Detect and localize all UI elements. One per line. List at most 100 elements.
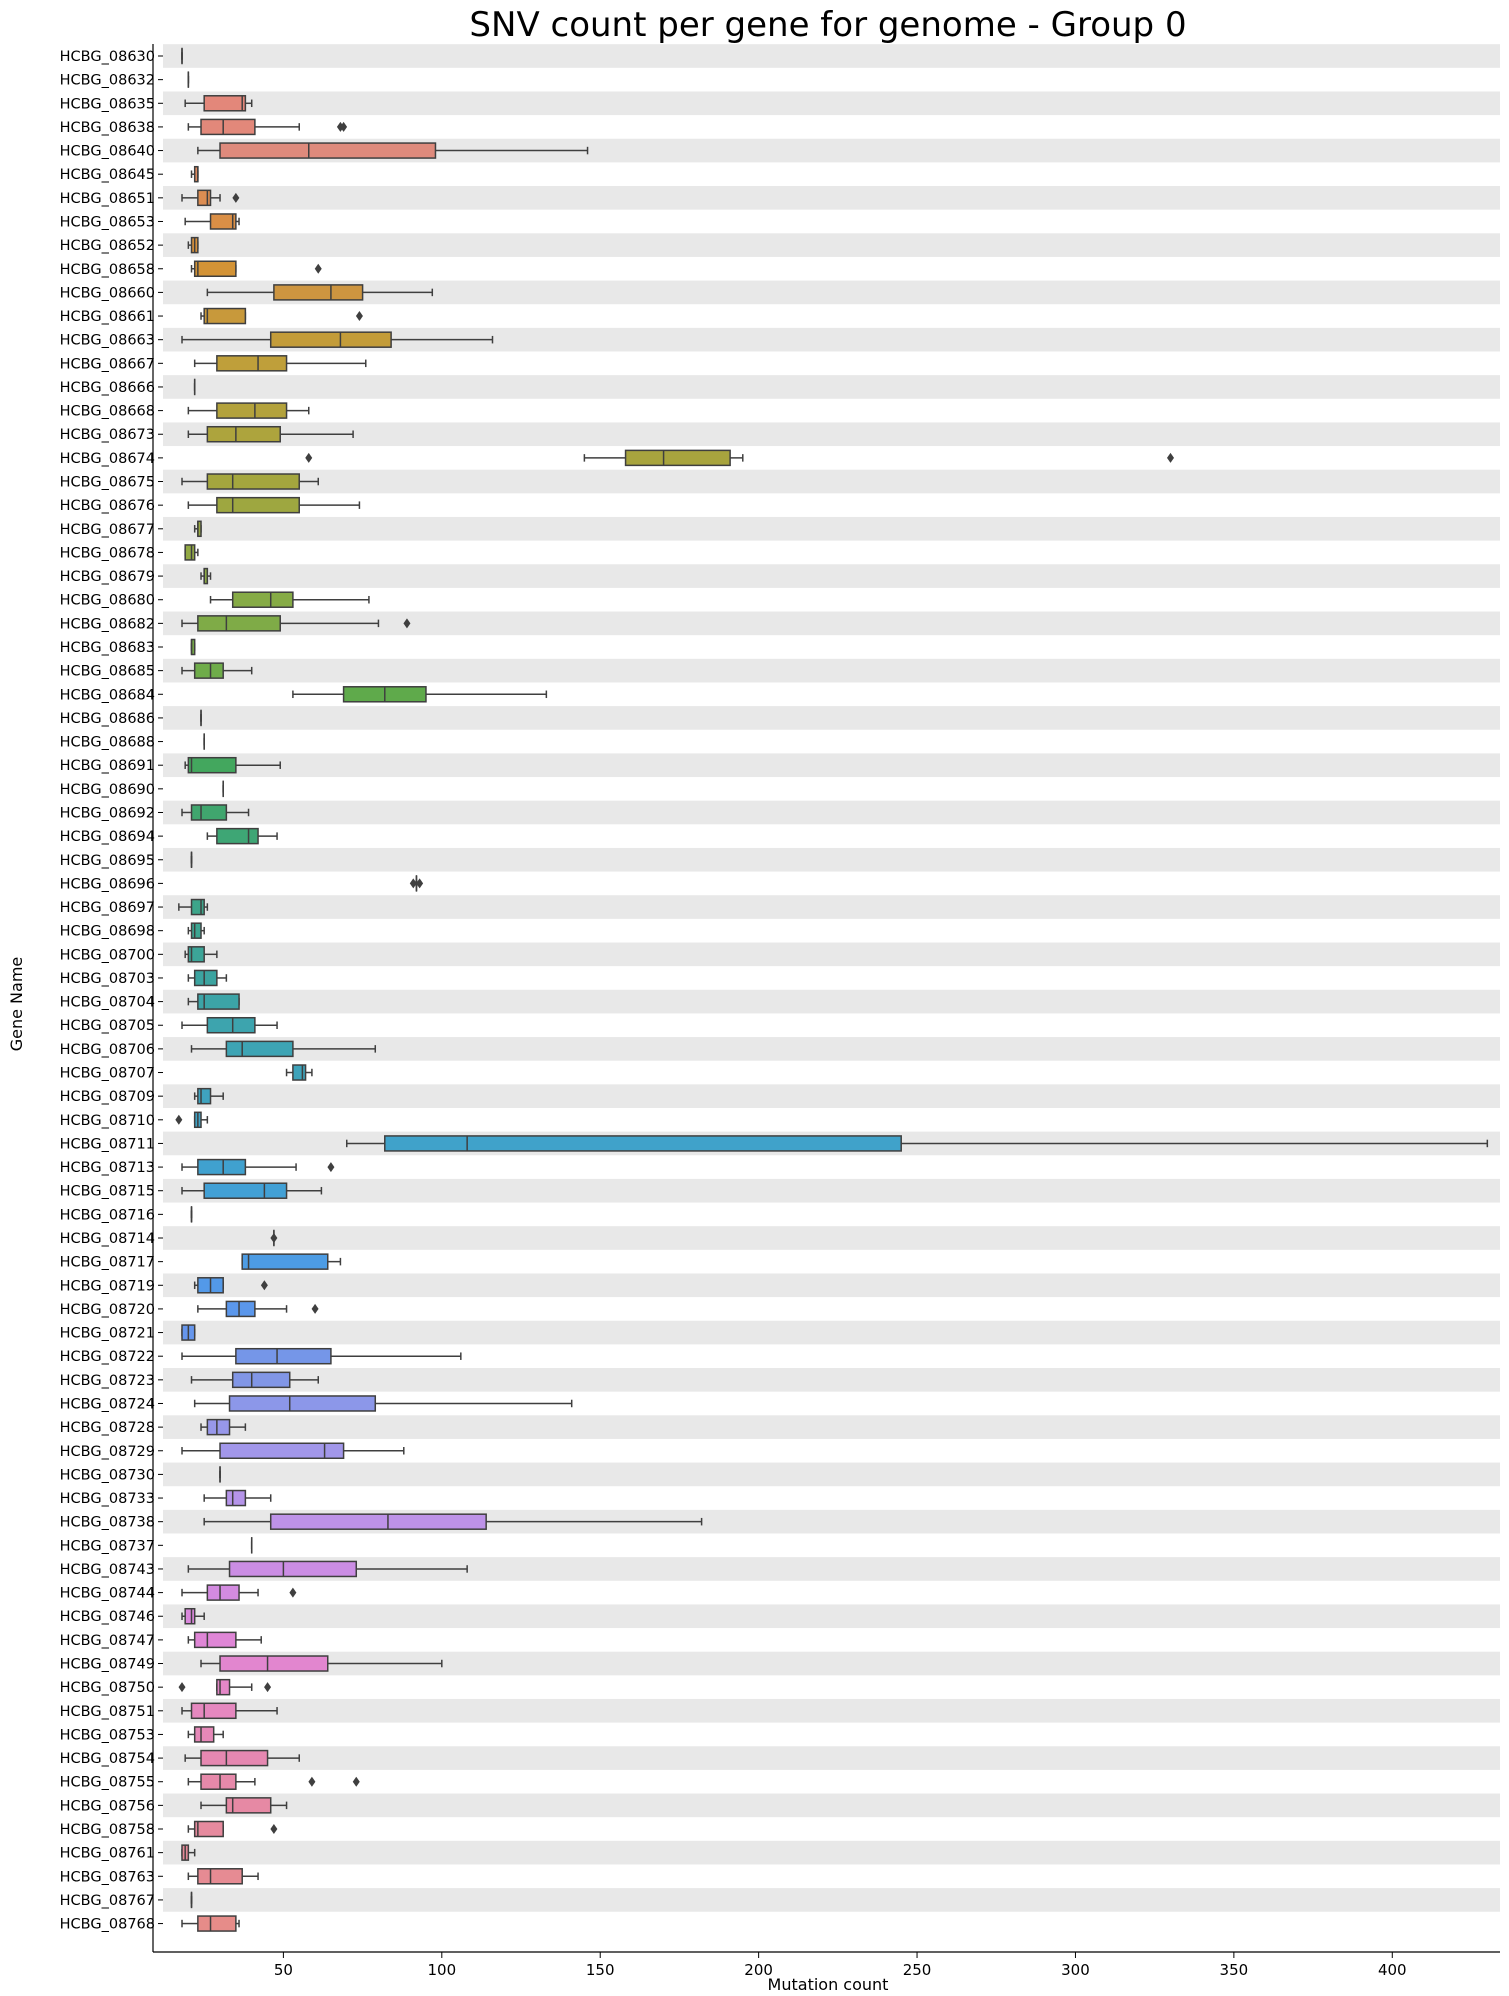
y-axis: HCBG_08630 HCBG_08632 HCBG_08635 HCBG_08638… xyxy=(60,44,163,1952)
row-band xyxy=(163,942,1500,967)
row-band xyxy=(163,422,1500,447)
row-band xyxy=(163,800,1500,825)
iqr-box xyxy=(228,1395,377,1412)
y-tick-label: HCBG_08690 xyxy=(60,782,155,798)
y-tick-label: HCBG_08698 xyxy=(60,924,155,940)
y-tick-label: HCBG_08713 xyxy=(60,1160,155,1176)
box-HCBG_08645 xyxy=(190,165,199,183)
y-tick-label: HCBG_08692 xyxy=(60,805,155,821)
iqr-box xyxy=(184,544,196,561)
iqr-box xyxy=(216,1678,231,1696)
box-HCBG_08691 xyxy=(184,756,281,774)
y-tick-label: HCBG_08755 xyxy=(60,1775,155,1791)
x-axis-label: Mutation count xyxy=(768,1975,889,1994)
iqr-box xyxy=(206,1418,231,1436)
box-HCBG_08753 xyxy=(187,1726,224,1743)
y-tick-label: HCBG_08685 xyxy=(60,664,155,680)
iqr-box xyxy=(197,615,281,632)
row-band xyxy=(163,1320,1500,1345)
y-tick-label: HCBG_08761 xyxy=(60,1846,155,1862)
box-HCBG_08728 xyxy=(200,1418,247,1436)
y-tick-label: HCBG_08645 xyxy=(60,167,155,183)
iqr-box xyxy=(624,449,731,467)
y-tick-label: HCBG_08668 xyxy=(60,404,155,420)
y-tick-label: HCBG_08667 xyxy=(60,356,155,372)
outlier-point xyxy=(311,1303,319,1314)
outlier-point xyxy=(270,1233,278,1243)
row-band xyxy=(163,1604,1500,1629)
y-tick-label: HCBG_08653 xyxy=(60,214,155,230)
y-tick-label: HCBG_08697 xyxy=(60,900,155,916)
y-tick-label: HCBG_08652 xyxy=(60,238,155,254)
iqr-box xyxy=(197,1158,247,1176)
box-HCBG_08653 xyxy=(184,213,240,230)
row-band xyxy=(163,1888,1500,1912)
iqr-box xyxy=(269,1513,487,1530)
outlier-point xyxy=(289,1587,297,1598)
y-tick-label: HCBG_08722 xyxy=(60,1349,155,1365)
box-HCBG_08680 xyxy=(209,591,370,608)
iqr-box xyxy=(200,1773,237,1790)
box-HCBG_08667 xyxy=(193,355,367,372)
outlier-point xyxy=(270,1824,278,1834)
row-bands xyxy=(163,44,1500,1912)
box-series xyxy=(175,47,1489,1932)
iqr-box xyxy=(225,1040,294,1058)
box-HCBG_08761 xyxy=(181,1844,196,1861)
iqr-box xyxy=(241,1253,329,1270)
box-HCBG_08704 xyxy=(187,993,240,1010)
x-tick-label: 300 xyxy=(1061,1961,1090,1979)
row-band xyxy=(163,753,1500,778)
y-tick-label: HCBG_08716 xyxy=(60,1207,155,1223)
iqr-box xyxy=(219,1655,329,1672)
iqr-box xyxy=(193,1820,224,1838)
y-tick-label: HCBG_08714 xyxy=(60,1231,155,1247)
iqr-box xyxy=(206,425,281,443)
row-band xyxy=(163,280,1500,305)
outlier-point xyxy=(1167,452,1175,463)
y-tick-label: HCBG_08694 xyxy=(60,829,155,845)
box-HCBG_08705 xyxy=(181,1016,278,1034)
box-HCBG_08720 xyxy=(197,1300,319,1318)
y-tick-label: HCBG_08640 xyxy=(60,144,155,160)
iqr-box xyxy=(231,591,294,608)
box-HCBG_08722 xyxy=(181,1347,462,1365)
box-HCBG_08719 xyxy=(193,1277,268,1294)
row-band xyxy=(163,138,1500,163)
y-tick-label: HCBG_08756 xyxy=(60,1798,155,1814)
y-tick-label: HCBG_08663 xyxy=(60,333,155,349)
row-band xyxy=(163,847,1500,872)
y-tick-label: HCBG_08763 xyxy=(60,1869,155,1885)
outlier-point xyxy=(305,452,313,463)
x-tick-label: 100 xyxy=(427,1961,456,1979)
y-tick-label: HCBG_08743 xyxy=(60,1562,155,1578)
iqr-box xyxy=(190,898,205,916)
x-tick-label: 50 xyxy=(274,1961,293,1979)
row-band xyxy=(163,469,1500,494)
y-tick-label: HCBG_08721 xyxy=(60,1326,155,1342)
iqr-box xyxy=(206,1584,240,1601)
row-band xyxy=(163,327,1500,352)
iqr-box xyxy=(193,662,224,679)
row-band xyxy=(163,44,1500,68)
iqr-box xyxy=(197,1087,212,1105)
row-band xyxy=(163,1226,1500,1250)
outlier-point xyxy=(232,192,240,203)
y-tick-label: HCBG_08691 xyxy=(60,758,155,774)
y-tick-label: HCBG_08747 xyxy=(60,1633,155,1649)
box-HCBG_08640 xyxy=(197,142,589,159)
iqr-box xyxy=(209,213,237,230)
box-HCBG_08750 xyxy=(178,1678,272,1696)
row-band xyxy=(163,1084,1500,1108)
y-tick-label: HCBG_08661 xyxy=(60,309,155,325)
box-HCBG_08729 xyxy=(181,1442,405,1460)
y-tick-label: HCBG_08707 xyxy=(60,1066,155,1082)
box-HCBG_08756 xyxy=(200,1797,288,1814)
iqr-box xyxy=(228,1560,358,1578)
box-HCBG_08706 xyxy=(190,1040,377,1058)
box-HCBG_08700 xyxy=(184,946,218,963)
box-HCBG_08763 xyxy=(187,1868,259,1885)
y-tick-label: HCBG_08700 xyxy=(60,947,155,963)
chart-title: SNV count per gene for genome - Group 0 xyxy=(469,5,1186,45)
